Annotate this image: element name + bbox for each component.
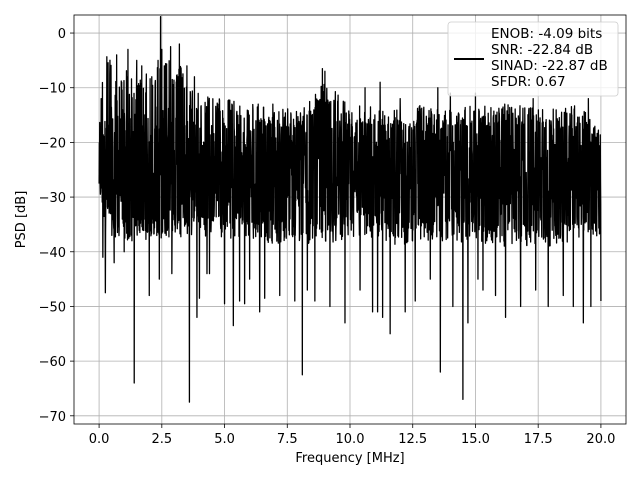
legend-box [447,21,619,97]
tick-layer: 0.0 2.5 5.0 7.5 10.0 12.5 15.0 17.5 20.0 0 −10 −20 −… [39,27,616,447]
y-tick-label: −50 [39,300,66,315]
x-tick-label: 12.5 [398,432,427,447]
y-tick-label: −30 [39,191,66,206]
x-tick-label: 10.0 [336,432,365,447]
data-layer [98,15,602,403]
x-tick-label: 2.5 [151,432,172,447]
x-tick-label: 5.0 [214,432,235,447]
y-tick-label: −60 [39,355,66,370]
y-axis-label: PSD [dB] [14,191,29,249]
y-tick-label: −20 [39,136,66,151]
legend-line: SNR: -22.84 dB [491,42,593,58]
legend-line: ENOB: -4.09 bits [491,26,602,42]
y-tick-label: −70 [39,410,66,425]
legend-line: SINAD: -22.87 dB [491,58,608,74]
x-axis-label: Frequency [MHz] [295,451,404,466]
x-tick-label: 15.0 [461,432,490,447]
x-tick-label: 20.0 [586,432,615,447]
psd-trace [98,15,602,403]
y-tick-label: 0 [58,27,66,42]
y-tick-label: −40 [39,246,66,261]
legend-line: SFDR: 0.67 [491,74,566,90]
x-tick-label: 0.0 [89,432,110,447]
y-tick-label: −10 [39,82,66,97]
x-tick-label: 7.5 [277,432,298,447]
x-tick-label: 17.5 [524,432,553,447]
